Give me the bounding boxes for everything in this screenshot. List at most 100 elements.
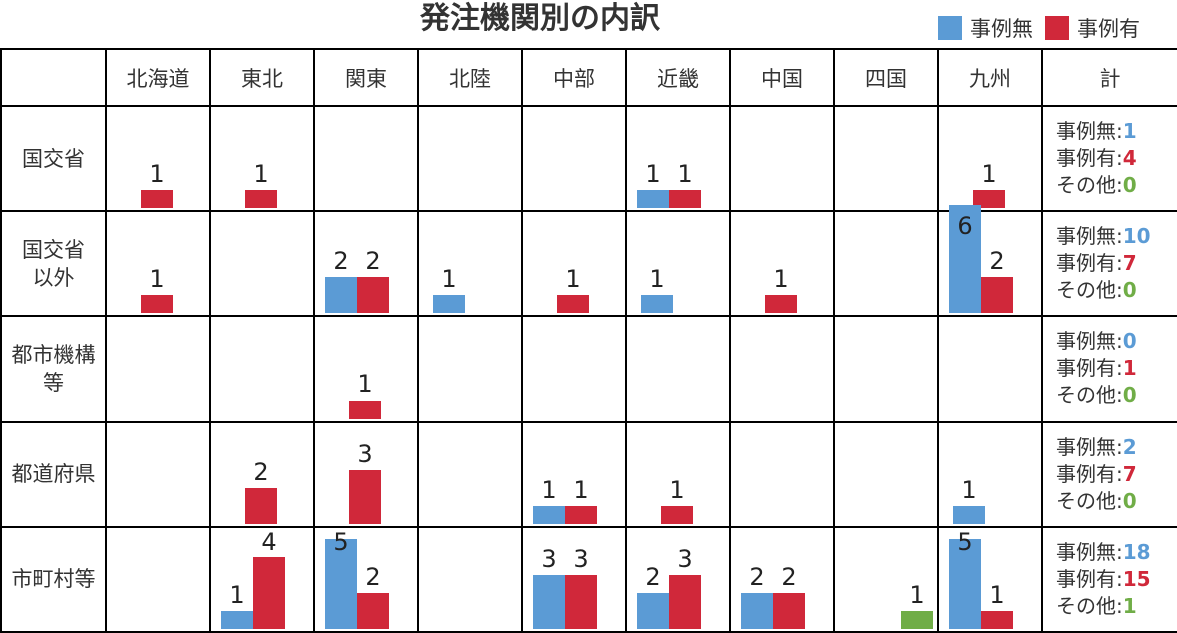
total-label: 事例無: xyxy=(1056,434,1123,459)
total-label: 事例有: xyxy=(1056,566,1123,591)
chart-title: 発注機関別の内訳 xyxy=(420,1,660,36)
total-line-yes: 事例有:1 xyxy=(1056,355,1177,382)
total-value: 2 xyxy=(1122,434,1137,459)
total-line-other: その他:0 xyxy=(1056,172,1177,199)
total-line-none: 事例無:18 xyxy=(1056,539,1177,566)
bar-cell xyxy=(209,315,315,423)
column-header: 中部 xyxy=(521,48,627,107)
bar-value-label: 1 xyxy=(441,265,457,294)
header-row: 北海道 東北 関東 北陸 中部 近畿 中国 四国 九州計 xyxy=(0,48,1177,107)
bar-cell: 1 xyxy=(417,210,523,318)
bar-value-label: 2 xyxy=(365,562,381,591)
total-line-other: その他:1 xyxy=(1056,593,1177,620)
bar-yes xyxy=(661,505,693,524)
row-label: 都市機構 等 xyxy=(0,315,107,423)
bar-value-label: 2 xyxy=(781,562,797,591)
bar-cell: 2 xyxy=(209,420,315,528)
table-row: 国交省 1 1 1 1 1 事例無:1 事例有:4 その他:0 xyxy=(0,104,1177,213)
total-value: 0 xyxy=(1122,173,1137,198)
bar-cell xyxy=(521,104,627,213)
bar-cell: 3 xyxy=(313,420,419,528)
bar-cell xyxy=(105,420,211,528)
row-total-cell: 事例無:0 事例有:1 その他:0 xyxy=(1041,315,1177,423)
bar-cell: 1 xyxy=(105,210,211,318)
bar-value-label: 2 xyxy=(333,247,349,276)
total-label: 事例無: xyxy=(1056,539,1123,564)
total-value: 15 xyxy=(1122,566,1151,591)
bar-cell: 1 xyxy=(625,420,731,528)
bar-yes xyxy=(357,593,389,629)
total-line-none: 事例無:1 xyxy=(1056,118,1177,145)
column-header: 北海道 xyxy=(105,48,211,107)
bar-yes xyxy=(141,190,173,209)
total-label: 事例有: xyxy=(1056,356,1123,381)
bar-value-label: 1 xyxy=(669,475,685,504)
bar-none xyxy=(741,593,773,629)
row-label: 国交省 xyxy=(0,104,107,213)
total-line-none: 事例無:10 xyxy=(1056,223,1177,250)
bar-other xyxy=(901,611,933,629)
bar-value-label: 1 xyxy=(149,160,165,188)
total-line-yes: 事例有:15 xyxy=(1056,566,1177,593)
total-label: 事例無: xyxy=(1056,329,1123,354)
bar-none xyxy=(433,295,465,314)
bar-value-label: 1 xyxy=(909,580,925,609)
column-header: 九州 xyxy=(937,48,1043,107)
bar-cell xyxy=(417,104,523,213)
bar-cell xyxy=(729,104,835,213)
legend-label-none: 事例無 xyxy=(970,17,1033,41)
bar-none xyxy=(949,539,981,629)
bar-cell: 1 xyxy=(937,420,1043,528)
bar-cell xyxy=(105,525,211,633)
bar-none xyxy=(949,205,981,314)
table-row: 都道府県 2 3 1 1 1 1 事例無:2 事例有:7 その他:0 xyxy=(0,420,1177,528)
total-value: 0 xyxy=(1122,488,1137,513)
bar-none xyxy=(533,505,565,524)
bar-yes xyxy=(773,593,805,629)
total-line-other: その他:0 xyxy=(1056,277,1177,304)
bar-value-label: 1 xyxy=(773,265,789,294)
legend-label-yes: 事例有 xyxy=(1077,17,1140,41)
total-line-yes: 事例有:7 xyxy=(1056,461,1177,488)
total-value: 0 xyxy=(1122,383,1137,408)
bar-none xyxy=(641,295,673,314)
total-line-other: その他:0 xyxy=(1056,382,1177,409)
bar-yes xyxy=(357,277,389,314)
bar-cell xyxy=(833,210,939,318)
bar-none xyxy=(637,190,669,209)
bar-cell: 1 xyxy=(105,104,211,213)
total-label: 事例有: xyxy=(1056,461,1123,486)
bar-none xyxy=(221,611,253,629)
row-label: 都道府県 xyxy=(0,420,107,528)
corner-cell xyxy=(0,48,107,107)
bar-cell xyxy=(833,315,939,423)
bar-value-label: 1 xyxy=(573,475,589,504)
bar-value-label: 1 xyxy=(649,265,665,294)
total-line-yes: 事例有:4 xyxy=(1056,145,1177,172)
bar-cell xyxy=(729,315,835,423)
bar-yes xyxy=(565,505,597,524)
bar-cell xyxy=(105,315,211,423)
bar-yes xyxy=(981,611,1013,629)
bar-value-label: 1 xyxy=(149,265,165,294)
bar-value-label: 1 xyxy=(961,475,977,504)
total-label: その他: xyxy=(1056,383,1123,408)
bar-yes xyxy=(973,190,1005,209)
bar-yes xyxy=(245,190,277,209)
total-value: 1 xyxy=(1122,356,1137,381)
bar-cell xyxy=(833,104,939,213)
legend-item-none: 事例無 xyxy=(938,13,1033,43)
column-header: 四国 xyxy=(833,48,939,107)
table-row: 都市機構 等 1 事例無:0 事例有:1 その他:0 xyxy=(0,315,1177,423)
column-header: 北陸 xyxy=(417,48,523,107)
bar-cell xyxy=(417,420,523,528)
row-label: 国交省 以外 xyxy=(0,210,107,318)
total-value: 0 xyxy=(1122,329,1137,354)
total-label: 事例無: xyxy=(1056,119,1123,144)
bar-value-label: 1 xyxy=(229,580,245,609)
bar-cell xyxy=(417,525,523,633)
bar-cell: 1 xyxy=(521,210,627,318)
bar-yes xyxy=(245,487,277,524)
